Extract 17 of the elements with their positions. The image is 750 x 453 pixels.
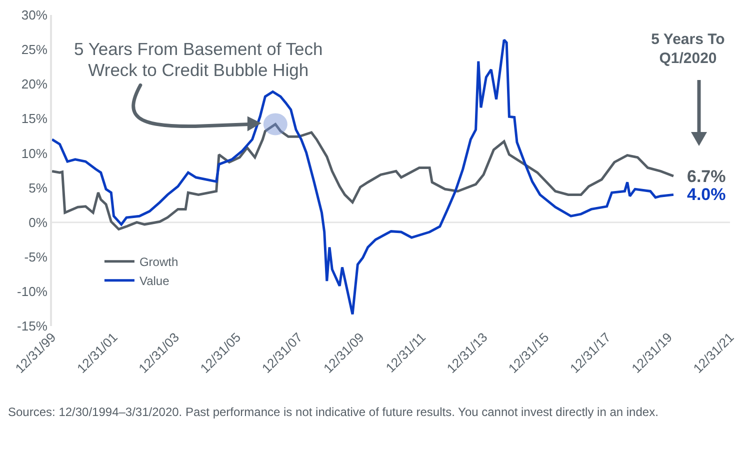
y-tick-label: 10%: [21, 146, 48, 161]
y-tick-label: 30%: [21, 8, 48, 23]
y-tick-label: -15%: [17, 318, 48, 334]
annotation: 6.7%: [687, 167, 726, 186]
y-tick-label: 25%: [21, 42, 48, 58]
y-tick-label: 20%: [21, 76, 48, 92]
y-tick-label: 15%: [21, 111, 48, 126]
y-tick-label: 5%: [28, 180, 48, 196]
legend-label: Value: [139, 274, 170, 288]
y-tick-label: -10%: [17, 284, 48, 299]
legend-label: Growth: [139, 255, 178, 270]
y-tick-label: -5%: [24, 249, 48, 264]
annotation: 4.0%: [687, 185, 726, 204]
y-tick-label: 0%: [28, 214, 48, 230]
annotation: 5 Years From Basement of Tech Wreck to Credit Bubble High: [73, 39, 324, 82]
source-note: Sources: 12/30/1994–3/31/2020. Past performance is not indicative of future results. You cannot invest directly in an index.: [8, 404, 660, 421]
annotation: 5 Years To Q1/2020: [650, 30, 726, 68]
